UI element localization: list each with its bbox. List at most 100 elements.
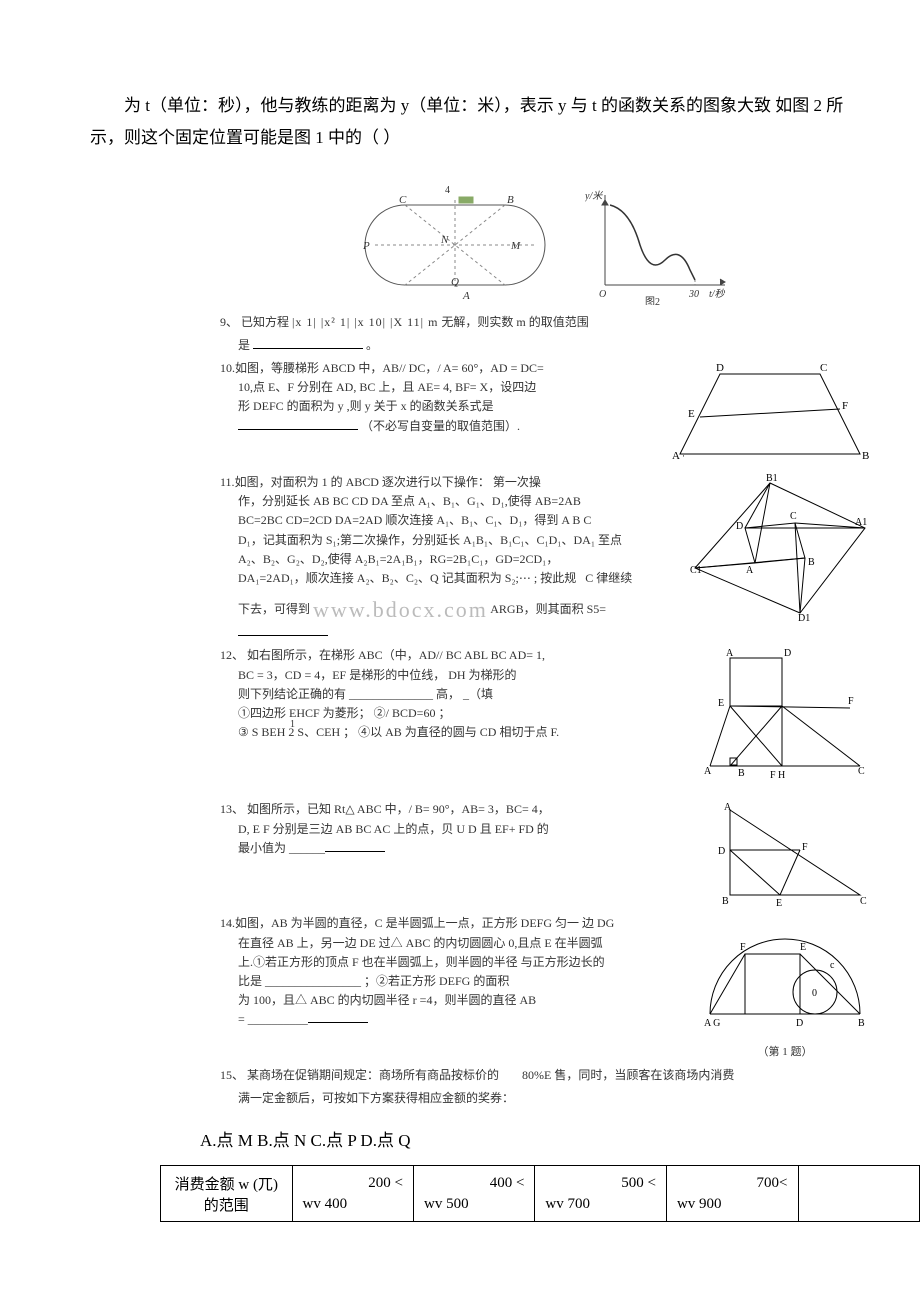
q12-l4: ③ S BEH 2 S、CEH ； ④以 AB 为直径的圆与 CD 相切于点 F… [238,725,559,739]
svg-text:O: O [599,289,606,300]
q14-l5: = __________ [238,1012,308,1026]
q13-l0: 如图所示，已知 Rt△ ABC 中，/ B= 90°，AB= 3，BC= 4， [247,802,550,816]
cell0-top: 200 < [303,1175,403,1192]
q15-pct: 80%E 售，同时，当顾客在该商场内消费 [522,1068,734,1082]
svg-text:0: 0 [812,988,817,999]
question-13: 13、 如图所示，已知 Rt△ ABC 中，/ B= 90°，AB= 3，BC=… [220,800,870,910]
q11-ta: 下去，可得到 [238,602,310,616]
q11-l4: A₂、B₂、G₂、D₂,使得 A₂B₁=2A₁B₁，RG=2B₁C₁，GD=2C… [220,550,684,569]
q15-a: 某商场在促销期间规定：商场所有商品按标价的 [247,1068,499,1082]
svg-text:A: A [672,450,680,462]
q10-diagram: DC EF AB · [670,359,870,469]
q12-l1: BC = 3，CD = 4，EF 是梯形的中位线， DH 为梯形的 [220,666,694,685]
table-cell-1: 400 < wv 500 [413,1166,534,1222]
q11-side: C 律继续 [585,571,632,585]
table-cell-2: 500 < wv 700 [535,1166,667,1222]
svg-text:D1: D1 [798,613,810,623]
svg-text:D: D [718,846,725,857]
svg-text:E: E [688,408,695,420]
svg-text:C: C [399,194,407,206]
q9-b: 无解，则实数 m 的取值范围 [441,315,588,329]
q14-blank [308,1011,368,1023]
q9-a: 已知方程 [241,315,289,329]
svg-text:C: C [790,511,797,522]
q13-diagram: AD FB EC [710,800,870,910]
q9-eq: |x 1| |x² 1| |x 10| |X 11| m [292,315,438,329]
reward-table: 消费金额 w (兀)的范围 200 < wv 400 400 < wv 500 … [160,1165,920,1222]
q11-l2: BC=2BC CD=2CD DA=2AD 顺次连接 A₁、B₁、C₁、D₁，得到… [220,511,684,530]
svg-text:y/米: y/米 [585,190,603,202]
svg-text:A: A [704,766,712,777]
question-9: 9、 已知方程 |x 1| |x² 1| |x 10| |X 11| m 无解，… [220,313,870,332]
q15-num: 15、 [220,1068,244,1082]
q11-l3: D₁，记其面积为 S₁;第二次操作，分别延长 A₁B₁、B₁C₁、C₁D₁、DA… [220,531,684,550]
q13-num: 13、 [220,802,244,816]
svg-text:A: A [746,565,754,576]
cell1-top: 400 < [424,1175,524,1192]
svg-text:D: D [716,362,724,374]
q10-l2: 形 DEFC 的面积为 y ,则 y 关于 x 的函数关系式是 [220,397,664,416]
q11-tb: ARGB，则其面积 S5= [490,602,606,616]
svg-text:N: N [440,234,449,246]
graph-diagram: y/米 O 30 t/秒 图2 [585,185,735,305]
q13-l2: 最小值为 ______ [238,841,325,855]
q9-blank [253,337,363,349]
cell2-bot: wv 700 [545,1196,590,1213]
svg-text:E: E [800,942,806,953]
svg-text:B: B [808,557,815,568]
q14-l1: 在直径 AB 上，另一边 DE 过△ ABC 的内切圆圆心 0,且点 E 在半圆… [220,934,694,953]
question-10: 10.如图，等腰梯形 ABCD 中，AB// DC，/ A= 60°，AD = … [220,359,870,469]
svg-text:Q: Q [451,276,459,288]
q14-l2: 上.①若正方形的顶点 F 也在半圆弧上，则半圆的半径 与正方形边长的 [220,953,694,972]
q14-l3: 比是 ________________ ；②若正方形 DEFG 的面积 [238,974,509,988]
svg-text:E: E [718,698,724,709]
q9-period: 。 [366,338,378,352]
svg-text:C: C [820,362,827,374]
cell2-top: 500 < [545,1175,656,1192]
q9-tail: 是 。 [220,336,870,355]
q14-num: 14. [220,916,235,930]
svg-text:F H: F H [770,770,785,781]
svg-text:A1: A1 [855,517,867,528]
track-diagram: CB PN MQ A 4 [355,185,555,305]
cell0-bot: wv 400 [303,1196,348,1213]
q12-frac: 1 [290,717,295,733]
table-cell-4 [798,1166,919,1222]
table-header: 消费金额 w (兀)的范围 [161,1166,293,1222]
table-cell-3: 700< wv 900 [666,1166,798,1222]
q15-b: 满一定金额后，可按如下方案获得相应金额的奖券： [220,1089,870,1108]
q10-l0: 如图，等腰梯形 ABCD 中，AB// DC，/ A= 60°，AD = DC= [235,361,544,375]
q12-l2: 则下列结论正确的有 ______________ 高， _（填 [220,685,694,704]
svg-text:M: M [510,240,521,252]
svg-text:A: A [462,290,470,302]
question-12: 12、 如右图所示，在梯形 ABC（中，AD// BC ABL BC AD= 1… [220,646,870,796]
svg-text:A: A [726,648,734,659]
q10-blank [238,418,358,430]
q13-blank [325,840,385,852]
svg-text:D: D [736,521,743,532]
q11-blank [238,624,328,636]
svg-text:E: E [776,898,782,909]
svg-text:图2: 图2 [645,296,660,305]
q11-watermark: www.bdocx.com [313,597,488,622]
svg-text:C: C [858,766,865,777]
cell3-bot: wv 900 [677,1196,722,1213]
svg-text:30: 30 [688,289,699,300]
q11-l1: 作，分别延长 AB BC CD DA 至点 A₁、B₁、G₁、D₁,使得 AB=… [220,492,684,511]
question-15: 15、 某商场在促销期间规定：商场所有商品按标价的 80%E 售，同时，当顾客在… [220,1066,870,1085]
q14-diagram: FE c0 A GD B （第 1 题） [700,914,870,1062]
svg-text:·: · [682,451,685,461]
svg-text:C: C [860,896,867,907]
svg-text:B: B [858,1018,865,1029]
q9-tail-text: 是 [238,338,250,352]
svg-text:A G: A G [704,1018,720,1029]
svg-text:B1: B1 [766,473,778,484]
q14-l0: 如图，AB 为半圆的直径，C 是半圆弧上一点，正方形 DEFG 匀一 边 DG [235,916,614,930]
q11-diagram: B1C A1D AB C1D1 [690,473,870,623]
q11-l5: DA₁=2AD₁，顺次连接 A₂、B₂、C₂、Q 记其面积为 S₂;⋯ ; 按此… [238,571,576,585]
q11-l0: 如图，对面积为 1 的 ABCD 逐次进行以下操作： 第一次操 [235,475,541,489]
svg-text:F: F [848,696,854,707]
q10-num: 10. [220,361,235,375]
svg-text:F: F [740,942,746,953]
svg-text:B: B [862,450,869,462]
